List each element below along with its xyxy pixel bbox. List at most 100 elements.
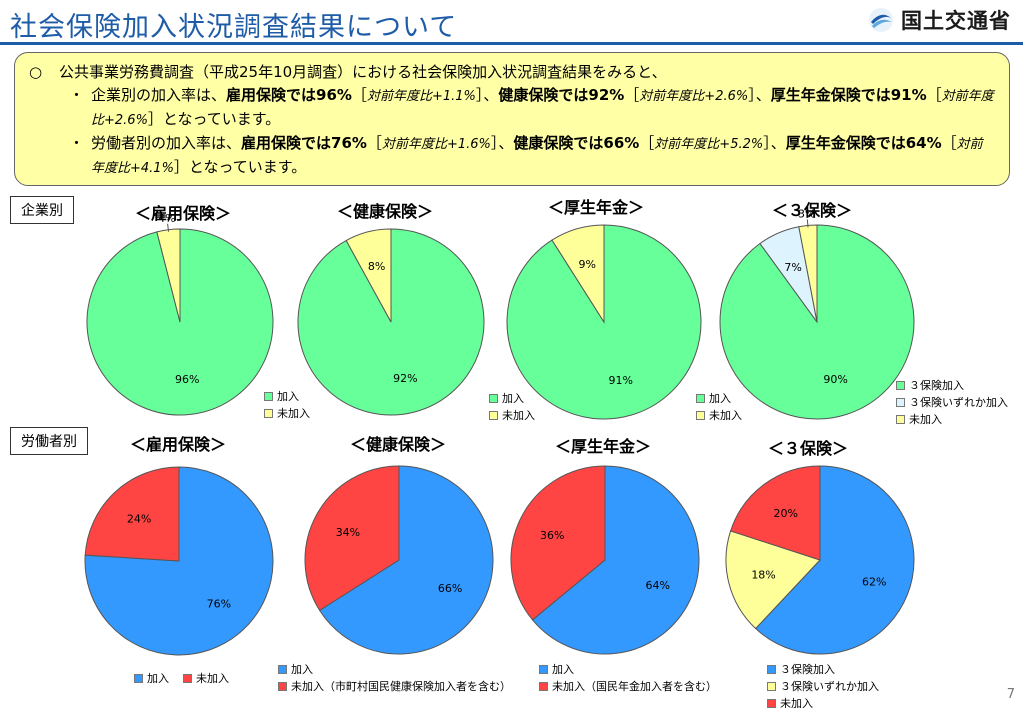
- slice-label: 96%: [175, 373, 199, 386]
- legend-item: 加入: [696, 390, 742, 407]
- legend-label: 未加入: [780, 697, 813, 708]
- slice-label: 36%: [540, 529, 564, 542]
- chart-title-4: ＜３保険＞: [772, 201, 853, 220]
- mlit-logo-icon: [869, 8, 893, 32]
- legend-label: 未加入（国民年金加入者を含む）: [552, 680, 717, 693]
- legend-label: 加入: [291, 663, 313, 676]
- legend-item: 未加入: [896, 411, 1008, 428]
- legend-swatch: [767, 665, 776, 674]
- legend-label: 加入: [709, 392, 731, 405]
- pie-slice: [510, 465, 606, 621]
- legend-swatch: [489, 411, 498, 420]
- chart-title-7: ＜厚生年金＞: [555, 437, 652, 456]
- slice-leader-line: [167, 223, 170, 232]
- legend-item: 加入: [264, 388, 310, 405]
- pie-chart-1: 96% 4%: [86, 212, 274, 416]
- summary-bullet-company-text: 企業別の加入率は、雇用保険では96%［対前年度比+1.1%］、健康保険では92%…: [91, 86, 994, 128]
- legend-swatch: [539, 682, 548, 691]
- legend-item: 未加入: [264, 405, 310, 422]
- chart-title-6: ＜健康保険＞: [350, 435, 447, 454]
- chart-title-2: ＜健康保険＞: [337, 202, 434, 221]
- legend-swatch: [767, 682, 776, 691]
- legend-swatch: [896, 398, 905, 407]
- chart-title-3: ＜厚生年金＞: [548, 198, 645, 217]
- legend-swatch: [696, 411, 705, 420]
- slice-label: 90%: [823, 373, 847, 386]
- pie-slice: [551, 224, 605, 324]
- dot-bullet: ・: [69, 86, 85, 104]
- legend-label: 加入: [502, 392, 524, 405]
- legend-label: 未加入: [277, 407, 310, 420]
- slice-label: 9%: [578, 258, 595, 271]
- circle-bullet: ○: [29, 63, 43, 81]
- chart-title-1: ＜雇用保険＞: [135, 204, 232, 223]
- slice-label: 34%: [336, 526, 360, 539]
- legend-label: 加入: [277, 390, 299, 403]
- slice-label: 92%: [393, 372, 417, 385]
- summary-bullet-worker-text: 労働者別の加入率は、雇用保険では76%［対前年度比+1.6%］、健康保険では66…: [91, 134, 983, 176]
- legend-label: ３保険いずれか加入: [909, 396, 1008, 409]
- logo-text: 国土交通省: [901, 9, 1011, 33]
- legend-label: 未加入: [502, 409, 535, 422]
- legend-label: 未加入: [709, 409, 742, 422]
- pie-slice: [84, 466, 274, 656]
- slice-label: 4%: [158, 212, 175, 225]
- pie-slice: [725, 530, 821, 630]
- legend-item: ３保険いずれか加入: [896, 394, 1008, 411]
- chart-title-5: ＜雇用保険＞: [130, 435, 227, 454]
- dot-bullet: ・: [69, 134, 85, 152]
- legend-item: ３保険加入: [896, 377, 1008, 394]
- legend-item: 加入: [134, 670, 169, 687]
- legend-label: ３保険いずれか加入: [780, 680, 879, 693]
- chart-legend-1: 加入 未加入: [264, 388, 310, 422]
- mlit-logo: 国土交通省: [867, 4, 1011, 36]
- slice-label: 64%: [646, 579, 670, 592]
- chart-legend-6: 加入未加入（市町村国民健康保険加入者を含む）: [278, 661, 511, 695]
- legend-swatch: [264, 392, 273, 401]
- legend-item: 加入: [278, 661, 511, 678]
- page-number: 7: [1006, 687, 1015, 702]
- slice-label: 24%: [127, 513, 151, 526]
- legend-item: 未加入（国民年金加入者を含む）: [539, 678, 717, 695]
- pie-slice: [729, 465, 821, 561]
- title-divider: [0, 42, 1023, 45]
- pie-slice: [304, 465, 400, 612]
- chart-title-8: ＜３保険＞: [768, 439, 849, 458]
- legend-item: 未加入: [489, 407, 535, 424]
- slice-label: 3%: [798, 207, 815, 220]
- pie-slice: [318, 465, 494, 655]
- legend-label: 未加入（市町村国民健康保険加入者を含む）: [291, 680, 511, 693]
- legend-label: 未加入: [196, 672, 229, 685]
- summary-bullet-company: ・ 企業別の加入率は、雇用保険では96%［対前年度比+1.1%］、健康保険では9…: [29, 84, 995, 132]
- summary-box: ○ 公共事業労務費調査（平成25年10月調査）における社会保険加入状況調査結果を…: [14, 52, 1010, 186]
- pie-chart-6: 66% 34%: [304, 465, 494, 655]
- legend-swatch: [278, 665, 287, 674]
- legend-item: 未加入: [696, 407, 742, 424]
- pie-slice: [84, 466, 180, 562]
- legend-swatch: [896, 415, 905, 424]
- chart-legend-4: ３保険加入 ３保険いずれか加入未加入: [896, 377, 1008, 428]
- pie-chart-5: 76% 24%: [84, 466, 274, 656]
- legend-swatch: [134, 674, 143, 683]
- slice-label: 91%: [609, 374, 633, 387]
- chart-legend-extra-1: 加入 未加入: [696, 390, 742, 424]
- legend-label: 加入: [147, 672, 169, 685]
- slice-label: 62%: [862, 575, 886, 588]
- legend-item: 未加入: [767, 695, 879, 708]
- chart-legend-3: 加入 未加入: [489, 390, 535, 424]
- pie-chart-4: 90% 7% 3%: [719, 207, 915, 420]
- summary-lead: ○ 公共事業労務費調査（平成25年10月調査）における社会保険加入状況調査結果を…: [29, 61, 995, 84]
- row-label-company: 企業別: [10, 196, 74, 224]
- chart-legend-8: ３保険加入 ３保険いずれか加入 未加入: [767, 661, 879, 708]
- slice-label: 76%: [207, 597, 231, 610]
- legend-swatch: [767, 699, 776, 708]
- legend-item: 未加入: [183, 670, 229, 687]
- pie-slice: [531, 465, 700, 655]
- legend-swatch: [696, 394, 705, 403]
- slice-leader-line: [806, 219, 809, 228]
- legend-swatch: [264, 409, 273, 418]
- pie-chart-8: 62% 18% 20%: [725, 465, 915, 655]
- legend-item: 加入: [539, 661, 717, 678]
- legend-swatch: [183, 674, 192, 683]
- slice-label: 66%: [438, 582, 462, 595]
